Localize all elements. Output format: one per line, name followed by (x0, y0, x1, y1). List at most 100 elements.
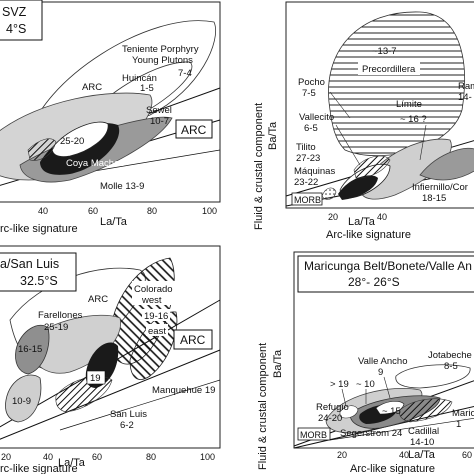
label-limite-range: ~ 16 ? (400, 114, 427, 125)
x-axis-label: La/Ta (58, 457, 86, 469)
label-infiernillo-range: 18-15 (422, 193, 446, 204)
precordillera-bg (358, 62, 420, 75)
label-limite: Límite (396, 99, 422, 110)
tick: 100 (202, 206, 217, 216)
label-molle: Molle 13-9 (100, 181, 144, 192)
title-line2: 4°S (6, 22, 26, 36)
x-axis-label: La/Ta (348, 216, 376, 228)
label-infiernillo: Infiernillo/Cor (412, 182, 468, 193)
label-young: Young Plutons (132, 55, 193, 66)
label-teniente: Teniente Porphyry (122, 44, 199, 55)
arc-box (173, 329, 213, 350)
r2520-field (51, 121, 109, 157)
small-oval (339, 405, 359, 419)
label-pocho: Pocho (298, 77, 325, 88)
tick: 40 (377, 212, 387, 222)
tick: 40 (38, 206, 48, 216)
label-segerstrom: Segerstrom 24 (340, 428, 402, 439)
label-1615: 16-15 (18, 344, 42, 355)
morb-label: MORB (294, 195, 321, 205)
label-precordillera: Precordillera (362, 64, 416, 75)
label-sim10: ~ 10 (356, 379, 375, 390)
label-mari-range: 1 (456, 419, 461, 430)
label-vallecito: Vallecito (299, 112, 334, 123)
title-box (0, 0, 43, 41)
tick: 20 (1, 452, 11, 462)
label-coya: Coya Machalí (66, 158, 124, 169)
title-line2: 28°- 26°S (348, 275, 400, 289)
tick: 20 (328, 212, 338, 222)
tick: 60 (462, 450, 472, 460)
label-ram-range: 14- (458, 92, 472, 103)
panel-bottom-left: a/San Luis 32.5°S ARC ARC Farellones 25-… (0, 245, 221, 474)
arc-box-label: ARC (180, 333, 206, 347)
label-sanluis: San Luis (110, 409, 147, 420)
hatched-small (27, 138, 57, 161)
tick: 100 (200, 452, 215, 462)
label-arc: ARC (82, 82, 102, 93)
sanluis-field (55, 376, 113, 413)
morb-box (291, 192, 323, 206)
label-19: 19 (90, 373, 101, 384)
sim15-field (375, 401, 405, 415)
x-axis-label: La/Ta (408, 449, 436, 461)
label-sewel: Sewel (146, 105, 172, 116)
label-sim15: ~ 15 (382, 406, 401, 417)
y-axis-label: Fluid & crustal component (257, 343, 269, 470)
label-huincan-range: 1-5 (140, 83, 154, 94)
tick: 20 (337, 450, 347, 460)
x-axis-label: La/Ta (100, 216, 128, 228)
label-137: ~13-7 (372, 46, 397, 57)
x-axis-label-2: Arc-like signature (326, 229, 411, 241)
jotabeche-field (395, 364, 471, 389)
label-range-74: 7-4 (178, 68, 192, 79)
infiernillo-field (419, 147, 474, 181)
field-1615 (15, 324, 50, 375)
colorado-label-bg (132, 281, 176, 305)
title-line1: a/San Luis (0, 257, 59, 271)
label-jotabeche-range: 8-5 (444, 361, 458, 372)
label-valleancho: Valle Ancho (358, 356, 407, 367)
label-sewel-range: 10-7 (150, 116, 169, 127)
label-cadillal-range: 14-10 (410, 437, 434, 448)
tick: 80 (146, 452, 156, 462)
tick: 60 (88, 206, 98, 216)
label-arc: ARC (88, 294, 108, 305)
title-box (297, 255, 474, 293)
label-west: west (141, 295, 162, 306)
label-gt19: > 19 (330, 379, 349, 390)
label-jotabeche: Jotabeche (428, 350, 472, 361)
label-farellones-range: 25-19 (44, 322, 68, 333)
tick: 40 (43, 452, 53, 462)
label-east: east (148, 326, 166, 337)
label-1916: 19-16 (144, 311, 168, 322)
label-vallecito-range: 6-5 (304, 123, 318, 134)
field-109 (5, 374, 42, 423)
title-line1: Maricunga Belt/Bonete/Valle An (304, 259, 472, 273)
x-axis-label-2: rc-like signature (0, 463, 78, 474)
label-tilito-range: 27-23 (296, 153, 320, 164)
label-mari: Mario (452, 408, 474, 419)
vallecito-field (353, 155, 391, 179)
small-dots (321, 187, 337, 200)
east-label-bg (146, 324, 168, 336)
y-axis-label-2: Ba/Ta (267, 121, 279, 150)
label-sanluis-range: 6-2 (120, 420, 134, 431)
panel-bottom-right: Fluid & crustal component Ba/Ta Maricung… (257, 251, 474, 474)
panel-top-right: Fluid & crustal component Ba/Ta MORB ~13… (253, 1, 474, 241)
label-cadillal: Cadillal (408, 426, 439, 437)
label-maquinas: Máquinas (294, 166, 335, 177)
farellones-field (29, 314, 122, 374)
label-109: 10-9 (12, 396, 31, 407)
x-axis-label-2: rc-like signature (0, 223, 78, 235)
maquinas-field (338, 175, 378, 200)
tick: 80 (147, 206, 157, 216)
title-line1: SVZ (2, 5, 27, 19)
label-huincan: Huincán (122, 73, 157, 84)
morb-label: MORB (300, 430, 327, 440)
tick: 60 (92, 452, 102, 462)
label-colorado: Colorado (134, 284, 173, 295)
hatched-field (399, 398, 453, 423)
label-ram: Ram (458, 81, 474, 92)
